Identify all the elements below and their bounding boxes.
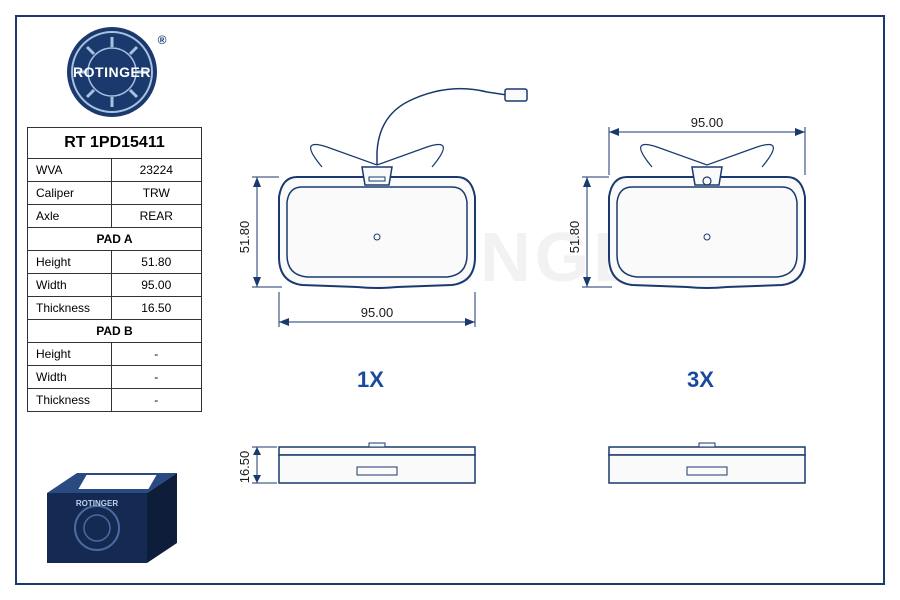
logo-circle: ROTINGER [67, 27, 157, 117]
pad-left-height-dim: 51.80 [237, 221, 252, 254]
pad-a-thickness: 16.50 [111, 297, 201, 320]
side-thickness-dim: 16.50 [237, 451, 252, 484]
pad-a-header: PAD A [28, 228, 202, 251]
pad-a-thickness-label: Thickness [28, 297, 112, 320]
pad-left-side: 16.50 [227, 407, 547, 527]
wva-label: WVA [28, 159, 112, 182]
brand-logo: ROTINGER [27, 27, 197, 117]
pad-a-width: 95.00 [111, 274, 201, 297]
pad-b-height: - [111, 343, 201, 366]
pad-b-height-label: Height [28, 343, 112, 366]
pad-left-qty: 1X [357, 367, 384, 393]
pad-a-width-label: Width [28, 274, 112, 297]
caliper-value: TRW [111, 182, 201, 205]
axle-label: Axle [28, 205, 112, 228]
pad-b-header: PAD B [28, 320, 202, 343]
axle-value: REAR [111, 205, 201, 228]
wva-value: 23224 [111, 159, 201, 182]
pad-right-side [557, 407, 877, 527]
pad-b-thickness: - [111, 389, 201, 412]
part-number: RT 1PD15411 [28, 128, 202, 159]
pad-a-height: 51.80 [111, 251, 201, 274]
pad-b-width-label: Width [28, 366, 112, 389]
outer-frame: ROTINGER RT 1PD15411 WVA23224 CaliperTRW… [15, 15, 885, 585]
svg-text:ROTINGER: ROTINGER [76, 499, 118, 508]
pad-right-width-dim: 95.00 [691, 115, 724, 130]
pad-a-height-label: Height [28, 251, 112, 274]
pad-right-front: 95.00 51.80 [557, 67, 877, 367]
spec-table: RT 1PD15411 WVA23224 CaliperTRW AxleREAR… [27, 127, 202, 412]
pad-b-thickness-label: Thickness [28, 389, 112, 412]
pad-left-front: 51.80 95.00 [227, 67, 547, 367]
pad-right-height-dim: 51.80 [567, 221, 582, 254]
caliper-label: Caliper [28, 182, 112, 205]
pad-b-width: - [111, 366, 201, 389]
brand-text: ROTINGER [73, 64, 151, 80]
pad-right-qty: 3X [687, 367, 714, 393]
pad-left-width-dim: 95.00 [361, 305, 394, 320]
drawing-area: 51.80 95.00 95.00 [217, 27, 877, 587]
product-box-icon: ROTINGER [27, 443, 202, 573]
